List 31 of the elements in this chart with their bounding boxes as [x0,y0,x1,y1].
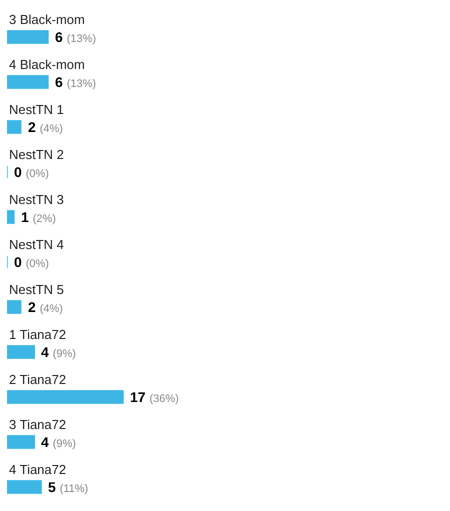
y-tick-label: NestTN 4 [9,237,64,252]
bar [7,480,42,494]
bar [7,345,36,359]
bar [7,30,49,44]
data-label: 6 (13%) [55,29,96,45]
bar [7,390,124,404]
y-tick-label: NestTN 1 [9,102,64,117]
bar [7,300,22,314]
y-tick-label: 3 Black-mom [9,12,85,27]
bar [7,435,36,449]
y-tick-label: 2 Tiana72 [9,372,66,387]
data-label: 2 (4%) [28,119,63,135]
y-tick-label: NestTN 5 [9,282,64,297]
y-tick-label: 1 Tiana72 [9,327,66,342]
data-label: 6 (13%) [55,74,96,90]
y-tick-label: 4 Black-mom [9,57,85,72]
bar [7,210,15,224]
data-label: 4 (9%) [41,344,76,360]
data-label: 5 (11%) [48,479,88,495]
bar [7,75,49,89]
data-label: 0 (0%) [14,254,49,270]
bar [7,120,22,134]
y-tick-label: 4 Tiana72 [9,462,66,477]
y-tick-label: 3 Tiana72 [9,417,66,432]
data-label: 0 (0%) [14,164,49,180]
y-tick-label: NestTN 2 [9,147,64,162]
y-tick-label: NestTN 3 [9,192,64,207]
data-label: 17 (36%) [130,389,179,405]
data-label: 4 (9%) [41,434,76,450]
data-label: 2 (4%) [28,299,63,315]
data-label: 1 (2%) [21,209,56,225]
